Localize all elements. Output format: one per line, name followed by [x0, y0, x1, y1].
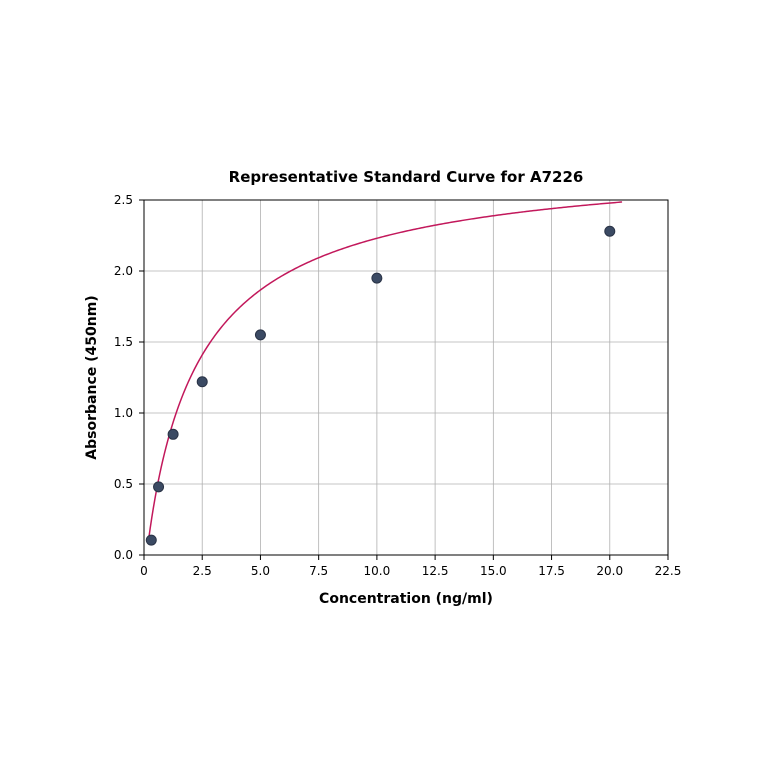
x-tick-label: 15.0: [480, 564, 507, 578]
data-point: [372, 273, 382, 283]
x-tick-label: 22.5: [655, 564, 682, 578]
x-tick-label: 7.5: [309, 564, 328, 578]
x-tick-label: 10.0: [364, 564, 391, 578]
x-tick-label: 12.5: [422, 564, 449, 578]
y-tick-label: 0.0: [114, 548, 133, 562]
y-tick-label: 0.5: [114, 477, 133, 491]
data-point: [154, 482, 164, 492]
y-tick-label: 2.0: [114, 264, 133, 278]
x-tick-label: 0: [140, 564, 148, 578]
x-tick-label: 20.0: [596, 564, 623, 578]
y-tick-label: 2.5: [114, 193, 133, 207]
data-point: [255, 330, 265, 340]
chart-container: 0 2.5 5.0 7.5 10.0 12.5 15.0 17.5 20.0 22.5 0.0 0.5…: [0, 0, 764, 764]
data-point: [168, 429, 178, 439]
x-axis-label: Concentration (ng/ml): [319, 591, 493, 607]
plot-bg: [144, 200, 668, 555]
x-tick-label: 5.0: [251, 564, 270, 578]
y-tick-label: 1.0: [114, 406, 133, 420]
data-point: [197, 377, 207, 387]
chart-title: Representative Standard Curve for A7226: [229, 168, 584, 186]
x-tick-label: 2.5: [193, 564, 212, 578]
standard-curve-chart: 0 2.5 5.0 7.5 10.0 12.5 15.0 17.5 20.0 22.5 0.0 0.5…: [0, 0, 764, 764]
y-axis-label: Absorbance (450nm): [84, 295, 100, 459]
y-tick-label: 1.5: [114, 335, 133, 349]
data-point: [605, 226, 615, 236]
x-tick-label: 17.5: [538, 564, 565, 578]
data-point: [146, 535, 156, 545]
